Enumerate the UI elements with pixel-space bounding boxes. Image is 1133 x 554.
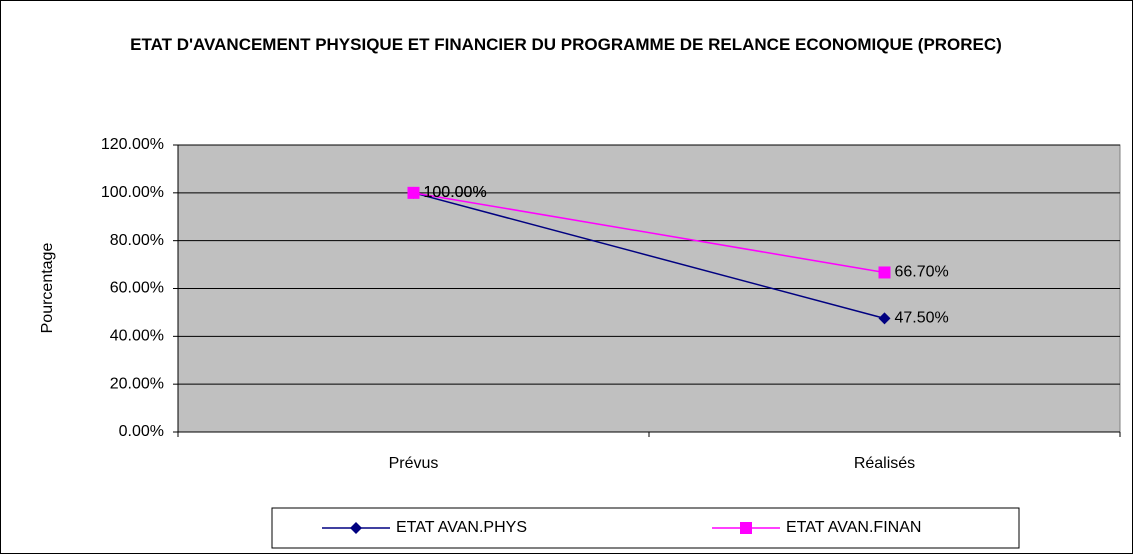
legend-label: ETAT AVAN.FINAN	[786, 519, 921, 536]
data-point	[878, 312, 891, 325]
y-tick-label: 80.00%	[110, 232, 164, 249]
data-label: 100.00%	[424, 184, 487, 201]
legend-marker	[740, 522, 752, 534]
legend-label: ETAT AVAN.PHYS	[396, 519, 527, 536]
data-point	[878, 266, 891, 279]
series-line	[413, 192, 885, 274]
y-tick-label: 40.00%	[110, 328, 164, 345]
y-tick-label: 100.00%	[101, 184, 164, 201]
y-tick-label: 120.00%	[101, 136, 164, 153]
data-label: 66.70%	[895, 264, 949, 281]
data-label: 100.00%	[424, 184, 487, 201]
series-line	[413, 192, 885, 320]
x-tick-label: Prévus	[389, 455, 439, 472]
y-axis-label: Pourcentage	[39, 243, 56, 334]
legend-marker	[350, 522, 362, 534]
x-tick-label: Réalisés	[854, 455, 915, 472]
chart-title: ETAT D'AVANCEMENT PHYSIQUE ET FINANCIER …	[130, 35, 1002, 54]
data-label: 47.50%	[895, 310, 949, 327]
y-tick-label: 0.00%	[119, 423, 164, 440]
y-tick-label: 60.00%	[110, 280, 164, 297]
legend-box	[271, 507, 1020, 549]
data-point	[407, 186, 420, 199]
y-tick-label: 20.00%	[110, 375, 164, 392]
